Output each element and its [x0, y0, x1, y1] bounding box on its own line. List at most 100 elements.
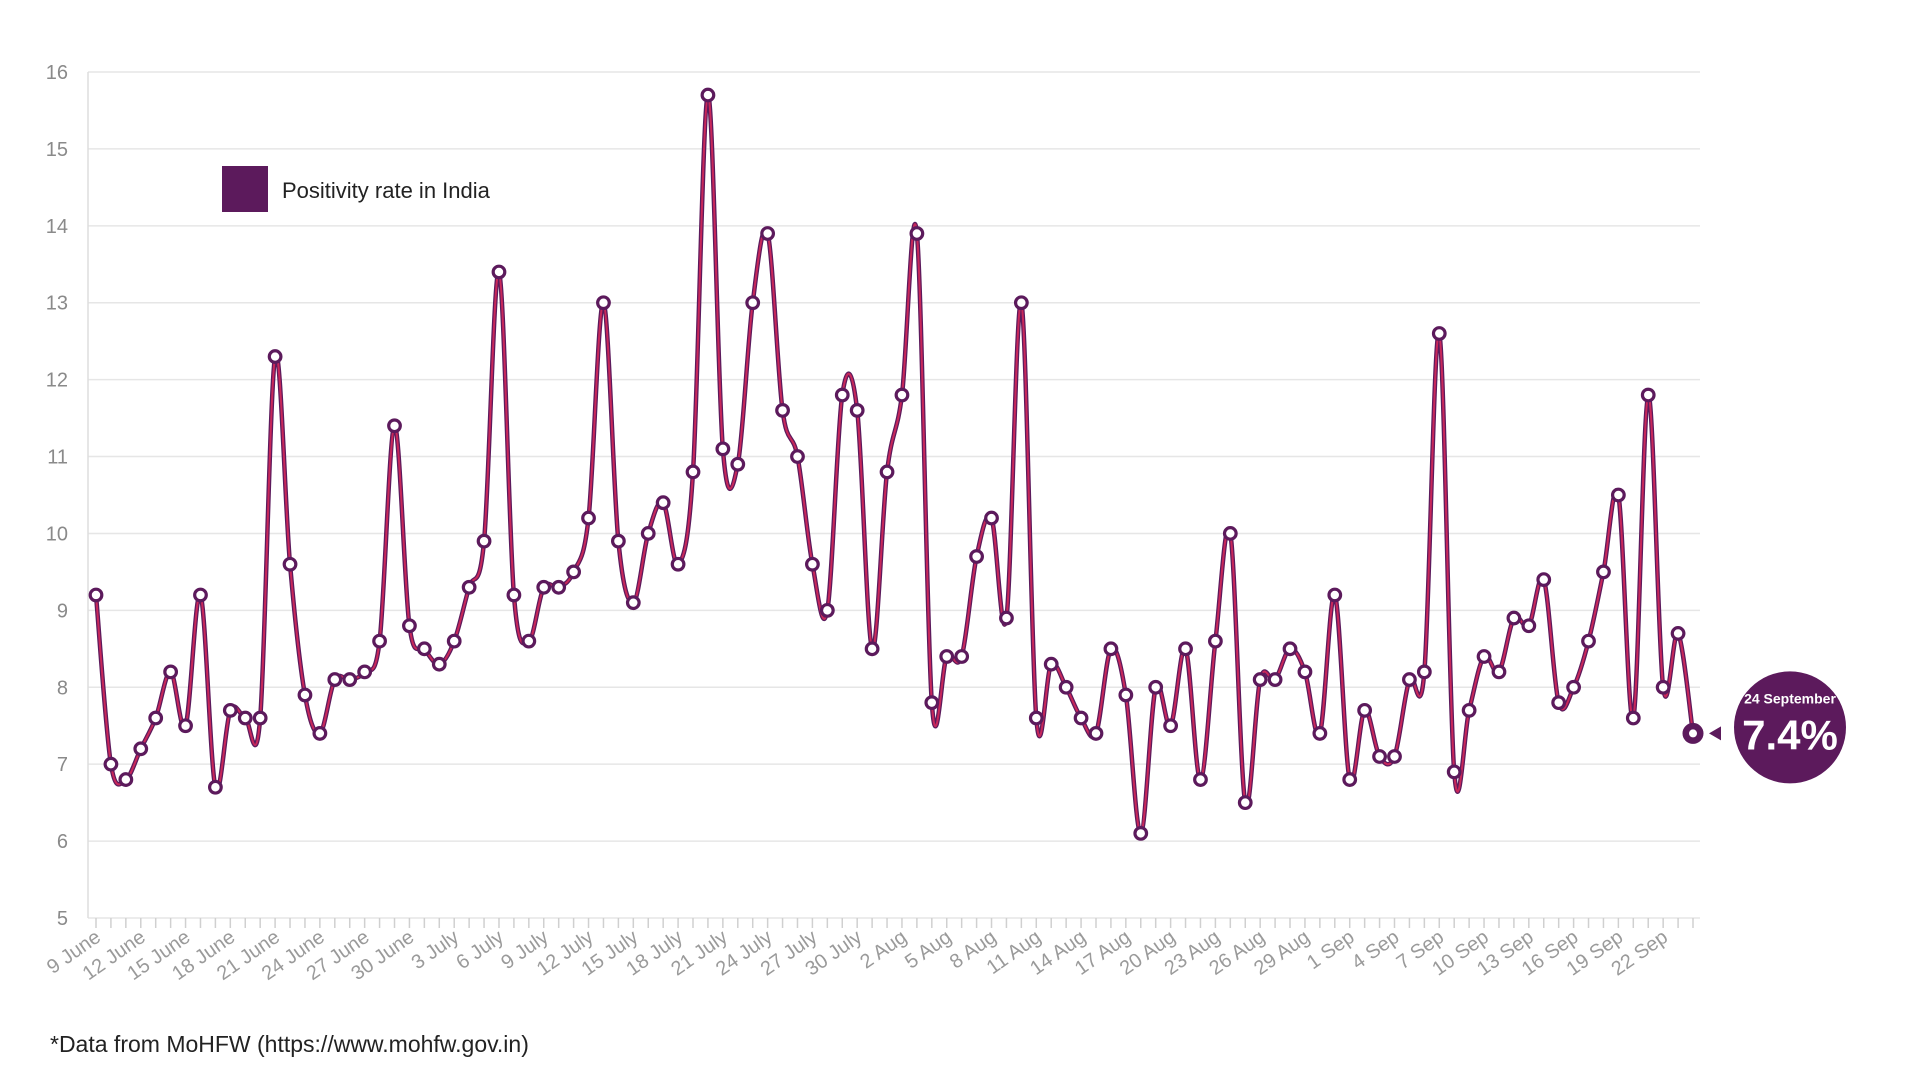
data-point [178, 718, 193, 734]
data-point [312, 726, 328, 741]
data-point [1551, 695, 1567, 711]
data-point [267, 349, 283, 364]
data-point [222, 702, 238, 718]
data-point [1342, 772, 1358, 787]
data-point [640, 526, 656, 541]
data-point [387, 418, 402, 434]
latest-value-callout: 24 September 7.4% [1709, 671, 1846, 784]
data-point [1133, 826, 1149, 841]
data-point [88, 587, 104, 603]
legend-swatch [222, 166, 268, 212]
data-point [402, 618, 417, 634]
data-point [476, 533, 492, 549]
data-point [491, 264, 507, 280]
y-tick-label: 5 [57, 908, 68, 930]
data-point [1058, 679, 1074, 695]
data-point [1402, 672, 1417, 687]
data-point [252, 710, 268, 726]
data-point [1013, 295, 1029, 311]
data-point [1118, 687, 1134, 703]
callout-pointer [1709, 726, 1721, 741]
data-point [1640, 387, 1656, 403]
x-tick-label: 2 Aug [856, 926, 911, 973]
data-point [894, 387, 910, 403]
data-point [954, 649, 970, 664]
data-point [775, 403, 790, 418]
data-point [1625, 710, 1641, 726]
data-point [745, 295, 761, 311]
y-tick-label: 6 [57, 831, 68, 853]
data-point [297, 687, 313, 703]
data-point [1178, 641, 1193, 657]
data-point [506, 587, 522, 603]
data-point [103, 756, 119, 772]
data-point [596, 295, 611, 311]
data-point [1088, 726, 1104, 741]
data-point [1416, 664, 1432, 680]
data-point [805, 556, 820, 572]
data-point [1596, 564, 1611, 580]
data-point [1282, 641, 1298, 657]
source-note: *Data from MoHFW (https://www.mohfw.gov.… [50, 1031, 529, 1057]
y-tick-label: 14 [46, 216, 68, 238]
data-point-inner [1689, 729, 1697, 738]
x-tick-label: 6 July [452, 926, 507, 974]
data-point [148, 710, 164, 726]
y-tick-label: 12 [46, 370, 68, 392]
data-point [879, 464, 895, 480]
data-point [461, 579, 477, 595]
data-point [1387, 749, 1402, 764]
data-point [715, 441, 731, 457]
y-tick-label: 7 [57, 754, 68, 776]
data-point [431, 656, 447, 672]
data-point [939, 649, 955, 664]
data-point [700, 87, 716, 103]
data-point [342, 672, 358, 687]
data-point [1193, 772, 1208, 787]
y-tick-label: 11 [47, 447, 68, 469]
grid-lines [87, 71, 1700, 919]
data-point [193, 587, 208, 603]
data-point [1357, 702, 1373, 718]
data-point [581, 510, 596, 526]
x-tick-label: 3 July [408, 926, 463, 974]
data-point [133, 741, 149, 757]
data-point [1670, 626, 1686, 641]
callout-bubble [1734, 671, 1846, 784]
data-point [1312, 726, 1328, 741]
data-point [1073, 710, 1089, 726]
data-point [730, 456, 746, 472]
data-point [1028, 710, 1044, 726]
data-point [924, 695, 940, 711]
data-point [1461, 702, 1477, 718]
y-tick-label: 9 [57, 600, 68, 622]
data-point [446, 633, 462, 649]
data-point [237, 710, 253, 726]
data-point [163, 664, 179, 680]
data-point [849, 403, 865, 418]
y-tick-label: 10 [46, 523, 68, 545]
data-point [760, 226, 776, 241]
data-point [1476, 649, 1492, 664]
data-point [864, 641, 880, 657]
data-point [1237, 795, 1253, 811]
data-point [208, 779, 223, 795]
data-point [1207, 633, 1223, 649]
data-point [1521, 618, 1537, 634]
data-point [1536, 572, 1552, 587]
y-tick-label: 15 [46, 139, 68, 161]
data-point [1163, 718, 1179, 734]
data-point [1446, 764, 1462, 780]
data-point [1148, 679, 1164, 695]
y-tick-label: 16 [46, 62, 68, 84]
data-point [357, 664, 373, 680]
data-point [1297, 664, 1313, 680]
data-point [1491, 664, 1507, 680]
data-point [610, 533, 626, 549]
callout-date: 24 September [1744, 690, 1836, 706]
data-point [372, 633, 387, 649]
data-point [1252, 672, 1268, 687]
data-point [1043, 656, 1059, 672]
data-point [834, 387, 850, 403]
